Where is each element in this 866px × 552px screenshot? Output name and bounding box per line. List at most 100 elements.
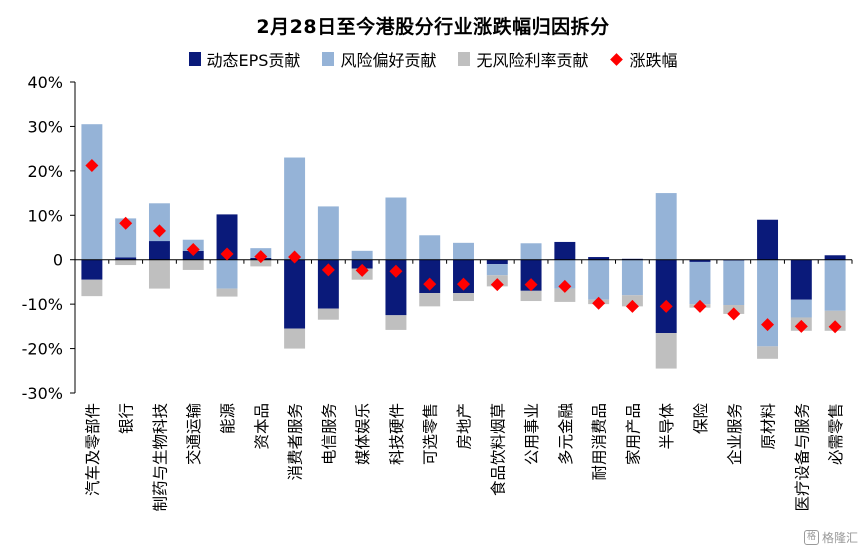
x-tick-label: 媒体娱乐 [354, 403, 372, 465]
x-tick-label: 公用事业 [523, 403, 541, 465]
bar-eps [115, 257, 137, 260]
legend-label-risk: 风险偏好贡献 [340, 51, 437, 70]
bar-rate [520, 290, 542, 302]
bar-risk [81, 124, 103, 260]
x-tick-label: 医疗设备与服务 [793, 403, 811, 512]
bar-eps [757, 219, 779, 260]
bar-risk [453, 242, 474, 260]
bar-risk [790, 299, 812, 318]
y-tick-label: 30% [27, 117, 63, 136]
change-point [355, 263, 369, 277]
legend-item-rate: 无风险利率贡献 [458, 47, 588, 71]
bar-eps [284, 259, 306, 329]
bar-risk [115, 218, 137, 258]
x-tick-label: 科技硬件 [388, 403, 406, 465]
bar-risk [655, 193, 677, 260]
legend-swatch-risk [322, 52, 335, 66]
bar-eps [790, 259, 812, 300]
bar-rate [554, 288, 576, 302]
change-point [321, 263, 335, 277]
x-tick-label: 可选零售 [422, 403, 440, 465]
y-tick-label: 20% [27, 162, 63, 181]
change-point [490, 278, 504, 292]
change-point [220, 247, 234, 261]
bar-rate [655, 333, 677, 369]
bar-eps [655, 259, 677, 334]
legend: 动态EPS贡献 风险偏好贡献 无风险利率贡献 涨跌幅 [0, 47, 866, 71]
x-tick-label: 食品饮料烟草 [489, 403, 507, 496]
chart-title: 2月28日至今港股分行业涨跌幅归因拆分 [256, 16, 610, 38]
watermark-text: 格隆汇 [821, 531, 858, 545]
bar-rate [81, 279, 103, 297]
bar-risk [520, 243, 542, 260]
y-tick-label: 0 [53, 251, 63, 270]
bar-risk [419, 235, 441, 260]
x-tick-label: 银行 [118, 403, 136, 434]
change-point [457, 277, 470, 291]
change-point [524, 278, 538, 292]
bar-risk [757, 259, 779, 347]
bar-risk [723, 260, 745, 306]
bar-rate [419, 293, 441, 307]
bar-eps [148, 241, 170, 260]
change-point [625, 299, 639, 313]
y-tick-label: -20% [22, 340, 63, 359]
bar-risk [621, 259, 643, 296]
legend-swatch-eps [188, 52, 201, 66]
legend-label-rate: 无风险利率贡献 [476, 51, 589, 70]
bar-rate [317, 308, 339, 320]
x-tick-label: 房地产 [456, 403, 474, 450]
change-point [659, 299, 673, 313]
change-point [761, 318, 775, 332]
change-point [693, 299, 707, 313]
x-tick-label: 消费者服务 [287, 403, 305, 481]
x-tick-label: 保险 [692, 403, 710, 435]
change-point [727, 307, 741, 321]
x-tick-label: 耐用消费品 [591, 403, 609, 481]
bar-rate [148, 259, 170, 289]
bar-risk [385, 197, 407, 260]
legend-swatch-rate [458, 52, 471, 66]
bar-eps [385, 259, 407, 316]
change-point [85, 159, 99, 173]
bar-risk [317, 206, 339, 260]
y-tick-label: -10% [22, 295, 63, 314]
y-tick-label: -30% [22, 384, 63, 403]
change-point [423, 277, 437, 291]
legend-label-eps: 动态EPS贡献 [206, 51, 301, 70]
legend-item-eps: 动态EPS贡献 [188, 47, 301, 71]
change-point [186, 242, 200, 256]
bar-risk [824, 259, 846, 311]
x-tick-label: 交通运输 [185, 403, 203, 466]
x-tick-label: 半导体 [658, 403, 676, 450]
change-point [389, 264, 403, 278]
bar-eps [81, 259, 103, 280]
bar-eps [554, 241, 576, 260]
x-tick-label: 汽车及零部件 [84, 403, 102, 496]
change-point [119, 216, 133, 230]
bar-eps [317, 259, 339, 309]
bar-eps [520, 259, 542, 291]
x-tick-label: 原材料 [760, 403, 778, 450]
change-point [794, 319, 808, 333]
legend-item-risk: 风险偏好贡献 [322, 47, 436, 71]
bar-rate [115, 259, 137, 266]
legend-item-change: 涨跌幅 [610, 47, 677, 71]
bar-rate [284, 328, 306, 349]
y-tick-label: 40% [27, 73, 63, 92]
bar-rate [216, 288, 238, 297]
bar-rate [757, 346, 779, 359]
change-point [288, 250, 302, 264]
bar-risk [351, 250, 373, 260]
bar-rate [182, 259, 204, 270]
bar-eps [689, 259, 711, 262]
x-tick-label: 电信服务 [320, 403, 338, 465]
x-tick-label: 企业服务 [726, 403, 744, 465]
x-tick-label: 资本品 [253, 403, 271, 450]
x-tick-label: 能源 [219, 403, 237, 434]
bar-risk [284, 157, 306, 260]
bar-risk [216, 259, 238, 289]
watermark-logo-icon: 格 [803, 530, 819, 545]
